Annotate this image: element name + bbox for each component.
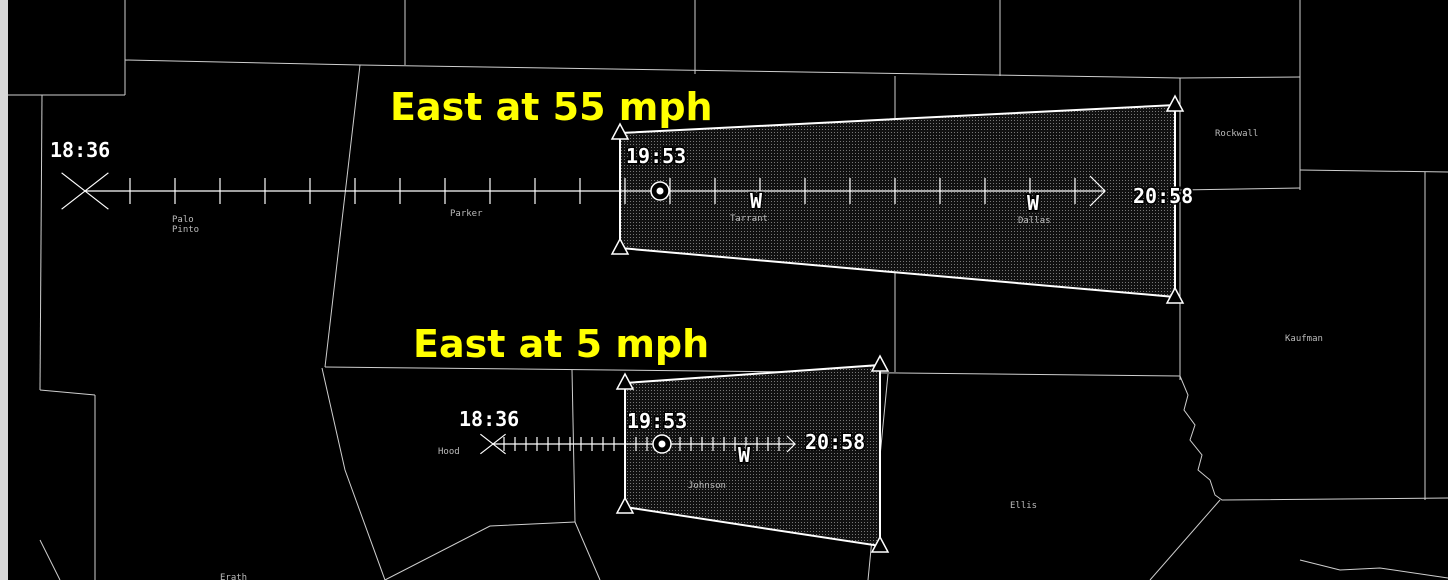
county-name: Parker [450, 209, 483, 219]
county-name: Tarrant [730, 214, 768, 224]
vertex-marker [1165, 286, 1185, 304]
warning-marker: W [1027, 191, 1040, 215]
track-start [61, 172, 109, 210]
motion-label: East at 5 mph [413, 322, 709, 366]
track-arrow [1089, 175, 1106, 207]
motion-label: East at 55 mph [390, 85, 713, 129]
current-time: 19:53 [626, 144, 686, 168]
track-arrow [786, 435, 796, 453]
county-name: Johnson [688, 481, 726, 491]
county-name: Hood [438, 447, 460, 457]
current-position-dot [658, 440, 666, 448]
start-time: 18:36 [459, 407, 519, 431]
warning-polygons [619, 103, 1176, 548]
current-time: 19:53 [627, 409, 687, 433]
end-time: 20:58 [1133, 184, 1193, 208]
storm-tracks [61, 94, 1185, 553]
county-name: Kaufman [1285, 334, 1323, 344]
vertex-marker [870, 535, 890, 553]
warning-marker: W [738, 443, 751, 467]
county-name: Rockwall [1215, 129, 1258, 139]
county-name: Erath [220, 573, 247, 580]
end-time: 20:58 [805, 430, 865, 454]
warning-polygon [624, 363, 881, 548]
vertex-marker [870, 354, 890, 372]
county-name: Ellis [1010, 501, 1037, 511]
start-time: 18:36 [50, 138, 110, 162]
county-name: Pinto [172, 225, 199, 235]
current-position-dot [656, 187, 664, 195]
vertex-marker [610, 237, 630, 255]
vertex-marker [610, 122, 630, 140]
county-name: Palo [172, 215, 194, 225]
vertex-marker [1165, 94, 1185, 112]
vertex-marker [615, 496, 635, 514]
track-start [480, 433, 506, 455]
warning-polygon [619, 103, 1176, 299]
side-strip [0, 0, 8, 580]
warning-marker: W [750, 189, 763, 213]
county-name: Dallas [1018, 216, 1051, 226]
vertex-marker [615, 372, 635, 390]
